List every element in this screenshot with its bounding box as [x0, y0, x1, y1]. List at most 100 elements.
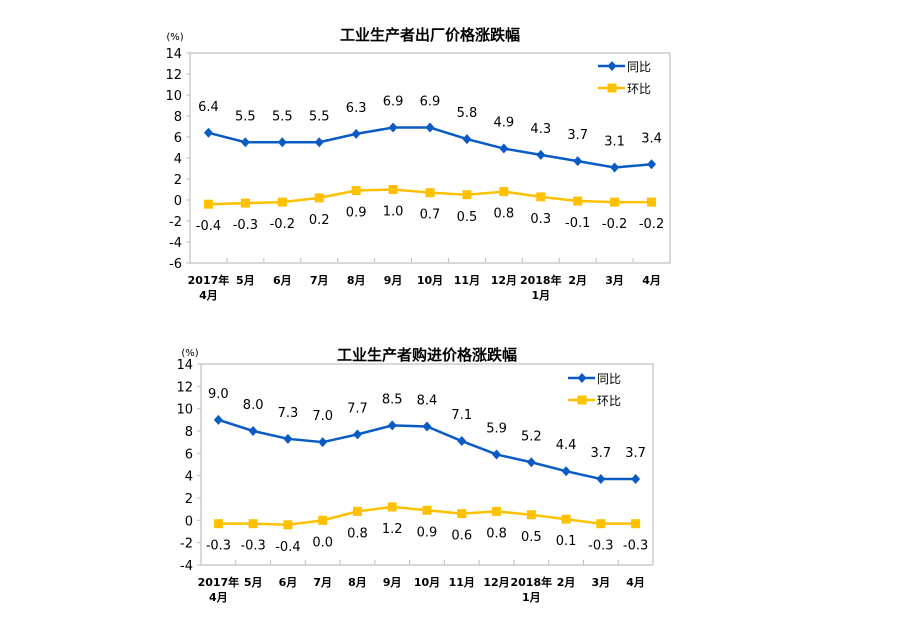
- data-point: [315, 137, 324, 147]
- chart-1: 工业生产者出厂价格涨跌幅(%)-6-4-2024681012142017年4月5…: [165, 26, 670, 302]
- data-label: 7.7: [347, 401, 368, 416]
- data-point: [596, 519, 605, 528]
- y-tick-label: 4: [174, 152, 182, 167]
- data-label: 0.8: [494, 207, 515, 222]
- data-label: 9.0: [208, 387, 229, 402]
- x-tick-label: 11月: [454, 274, 480, 287]
- x-tick-label: 4月: [199, 289, 218, 302]
- y-tick-label: 4: [185, 470, 193, 485]
- data-label: 5.9: [486, 421, 507, 436]
- data-point: [318, 516, 327, 525]
- x-tick-label: 5月: [236, 274, 255, 287]
- data-point: [318, 437, 327, 447]
- x-tick-label: 7月: [313, 576, 332, 589]
- y-tick-label: 12: [176, 380, 193, 395]
- x-tick-label: 11月: [449, 576, 475, 589]
- x-tick-label: 2018年: [520, 273, 562, 287]
- plot-area: [190, 53, 670, 263]
- data-point: [527, 457, 536, 467]
- data-label: 3.4: [641, 131, 662, 146]
- legend-marker: [608, 84, 617, 93]
- data-label: 7.0: [312, 409, 333, 424]
- data-point: [562, 515, 571, 524]
- data-point: [499, 144, 508, 154]
- x-tick-label: 6月: [279, 576, 298, 589]
- y-axis-unit: (%): [166, 32, 183, 43]
- data-label: 4.9: [494, 116, 515, 131]
- y-tick-label: 10: [165, 89, 182, 104]
- data-label: 5.5: [309, 109, 330, 124]
- data-label: -0.3: [206, 539, 231, 554]
- y-tick-label: -2: [169, 215, 182, 230]
- x-tick-label: 10月: [414, 576, 440, 589]
- data-point: [492, 449, 501, 459]
- data-point: [204, 128, 213, 138]
- y-tick-label: 10: [176, 403, 193, 418]
- chart-title: 工业生产者购进价格涨跌幅: [337, 346, 517, 364]
- x-tick-label: 8月: [347, 274, 366, 287]
- data-point: [423, 422, 432, 432]
- data-label: 0.9: [346, 206, 367, 221]
- data-label: 7.3: [278, 406, 299, 421]
- data-point: [631, 474, 640, 484]
- y-tick-label: 8: [174, 110, 182, 125]
- data-point: [536, 150, 545, 160]
- data-point: [353, 507, 362, 516]
- data-point: [423, 506, 432, 515]
- data-point: [499, 187, 508, 196]
- data-point: [204, 200, 213, 209]
- data-point: [596, 474, 605, 484]
- legend-marker: [608, 61, 617, 71]
- series-yoy: 9.08.07.37.07.78.58.47.15.95.24.43.73.7同…: [208, 372, 646, 484]
- data-label: 0.1: [556, 534, 577, 549]
- data-point: [527, 510, 536, 519]
- x-tick-label: 1月: [531, 289, 550, 302]
- y-tick-label: 2: [185, 492, 193, 507]
- series-yoy: 6.45.55.55.56.36.96.95.84.94.33.73.13.4同…: [198, 60, 662, 172]
- chart-2: 工业生产者购进价格涨跌幅(%)-4-2024681012142017年4月5月6…: [176, 346, 653, 604]
- data-label: 8.4: [417, 394, 438, 409]
- data-point: [647, 159, 656, 169]
- data-point: [462, 134, 471, 144]
- data-label: 0.7: [420, 208, 441, 223]
- data-label: 4.3: [530, 122, 551, 137]
- data-point: [352, 129, 361, 139]
- x-tick-label: 9月: [383, 576, 402, 589]
- data-point: [573, 197, 582, 206]
- data-label: -0.3: [233, 218, 258, 233]
- data-point: [214, 415, 223, 425]
- x-tick-label: 2017年: [188, 273, 230, 287]
- data-point: [249, 519, 258, 528]
- data-label: 8.5: [382, 392, 403, 407]
- legend-label: 环比: [627, 82, 651, 96]
- x-tick-label: 4月: [626, 576, 645, 589]
- x-tick-label: 9月: [384, 274, 403, 287]
- data-label: 7.1: [451, 408, 472, 423]
- y-tick-label: -6: [169, 257, 182, 272]
- data-label: 5.5: [235, 109, 256, 124]
- data-label: 3.7: [591, 446, 612, 461]
- data-label: -0.4: [196, 219, 221, 234]
- y-tick-label: 2: [174, 173, 182, 188]
- data-point: [610, 198, 619, 207]
- y-tick-label: -2: [180, 537, 193, 552]
- data-point: [426, 188, 435, 197]
- data-point: [457, 436, 466, 446]
- legend-label: 环比: [597, 394, 621, 408]
- legend-label: 同比: [627, 60, 651, 74]
- y-tick-label: -4: [169, 236, 182, 251]
- x-tick-label: 1月: [522, 591, 541, 604]
- x-tick-label: 2017年: [198, 575, 240, 589]
- chart-title: 工业生产者出厂价格涨跌幅: [340, 26, 520, 44]
- data-point: [315, 193, 324, 202]
- x-tick-label: 3月: [605, 274, 624, 287]
- x-tick-label: 8月: [348, 576, 367, 589]
- data-label: 6.4: [198, 100, 219, 115]
- data-label: -0.3: [588, 539, 613, 554]
- data-label: -0.1: [565, 216, 590, 231]
- data-label: 0.6: [451, 529, 472, 544]
- data-point: [573, 156, 582, 166]
- data-label: 0.9: [417, 525, 438, 540]
- data-point: [214, 519, 223, 528]
- data-point: [278, 198, 287, 207]
